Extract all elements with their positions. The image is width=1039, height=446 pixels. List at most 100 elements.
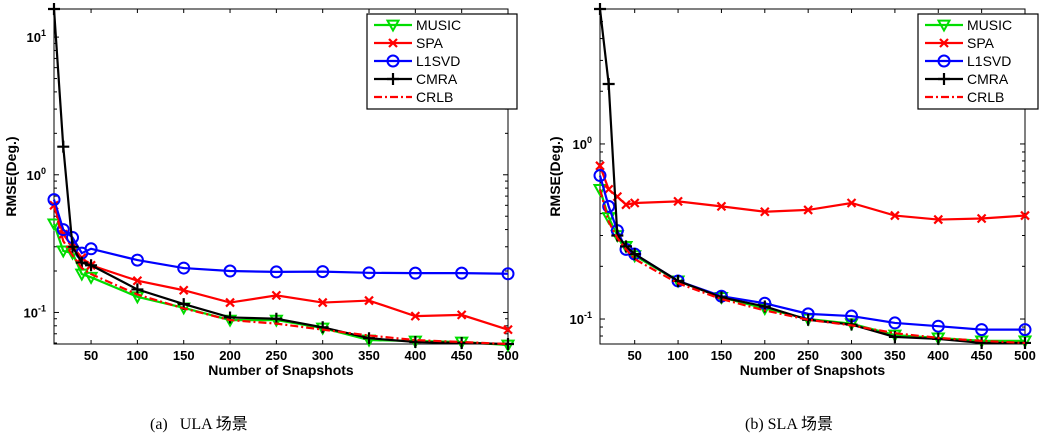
series-line-l1svd [598,175,1025,331]
cmra-marker [363,332,376,345]
cmra-marker [224,311,237,324]
legend-label-cmra: CMRA [967,71,1009,87]
x-axis-label: Number of Snapshots [740,362,886,378]
legend-l1svd-marker [937,54,951,68]
spa-marker [846,198,857,208]
y-tick-label: 100 [573,135,592,152]
caption-a: (a) ULA 场景 [150,416,248,433]
legend-l1svd-marker [386,54,400,68]
l1svd-marker [269,265,283,279]
cmra-marker [888,330,901,343]
x-tick-label: 100 [127,348,149,363]
x-tick-label: 250 [797,348,819,363]
y-tick-label: 101 [27,28,46,45]
series-crlb [52,205,509,346]
cmra-marker [316,321,329,334]
cmra-marker [66,240,79,253]
cmra-marker [628,248,641,261]
spa-marker [933,214,944,225]
plot-frame [53,8,509,345]
x-tick-label: 200 [754,348,776,363]
legend-music-marker [936,19,952,33]
x-tick-label: 50 [627,348,641,363]
l1svd-marker [975,323,989,337]
l1svd-marker [408,266,422,280]
series-spa [595,161,1030,225]
x-tick-label: 300 [312,348,334,363]
legend-label-l1svd: L1SVD [967,53,1011,69]
series-line-crlb [52,205,509,346]
legend-label-crlb: CRLB [967,89,1004,105]
x-tick-label: 350 [884,348,906,363]
l1svd-marker [593,169,607,183]
series-line-music [52,223,509,347]
legend-cmra-marker [938,73,950,85]
x-tick-label: 350 [358,348,380,363]
spa-marker [890,210,900,221]
legend-cmra-marker [387,73,399,85]
x-tick-label: 500 [497,348,519,363]
x-tick-label: 150 [173,348,195,363]
series-line-cmra [52,8,509,346]
cmra-marker [48,3,60,15]
x-tick-label: 150 [711,348,733,363]
y-tick-label: 10-1 [24,303,46,320]
x-tick-label: 450 [971,348,993,363]
legend: MUSIC SPA L1SVD CMRA CRLB [917,13,1039,110]
legend-label-l1svd: L1SVD [416,53,460,69]
spa-marker [621,199,631,210]
l1svd-marker [56,223,70,237]
spa-marker [364,295,374,306]
l1svd-marker [223,264,237,278]
l1svd-marker [888,316,902,330]
legend-spa-marker [939,38,949,48]
music-marker [46,218,62,232]
legend-label-music: MUSIC [416,17,461,33]
spa-marker [673,196,683,207]
cmra-marker [715,291,728,304]
spa-marker [976,213,987,224]
spa-marker [1020,210,1030,221]
cmra-marker [602,78,615,91]
spa-marker [225,297,235,308]
spa-marker [178,285,189,296]
series-crlb [598,189,1026,345]
y-axis-label: RMSE(Deg.) [3,136,19,216]
x-tick-label: 400 [927,348,949,363]
music-marker [601,212,616,226]
l1svd-marker [501,267,515,281]
legend-music-marker [385,19,401,33]
spa-marker [503,324,513,335]
series-line-l1svd [52,199,509,275]
spa-marker [629,198,640,208]
y-tick-label: 10-1 [570,310,592,327]
spa-marker [456,310,467,320]
spa-marker [803,205,813,215]
spa-marker [317,297,328,308]
x-tick-label: 450 [451,348,473,363]
y-tick-label: 100 [27,166,46,183]
chart-b: 50 100 150 200 250 300 350 400 450 500 10-1 100 Numb… [547,3,1039,378]
music-marker [74,268,89,282]
x-tick-label: 400 [404,348,426,363]
l1svd-marker [47,193,61,207]
chart-a: 50 100 150 200 250 300 350 400 450 500 10-1 100 101 N… [3,3,519,378]
l1svd-marker [84,242,98,256]
l1svd-marker [602,199,616,213]
legend: MUSIC SPA L1SVD CMRA CRLB [366,13,518,110]
x-tick-label: 500 [1014,348,1036,363]
series-line-cmra [598,8,1025,345]
cmra-marker [85,259,98,272]
y-axis-label: RMSE(Deg.) [547,136,563,216]
caption-b: (b) SLA 场景 [745,416,834,433]
music-marker [592,184,608,197]
l1svd-marker [931,319,945,333]
l1svd-marker [177,261,191,275]
l1svd-marker [362,266,376,280]
series-l1svd [47,193,515,281]
x-tick-label: 100 [667,348,689,363]
x-axis-label: Number of Snapshots [208,362,354,378]
legend-spa-marker [388,38,398,48]
spa-marker [603,184,614,195]
